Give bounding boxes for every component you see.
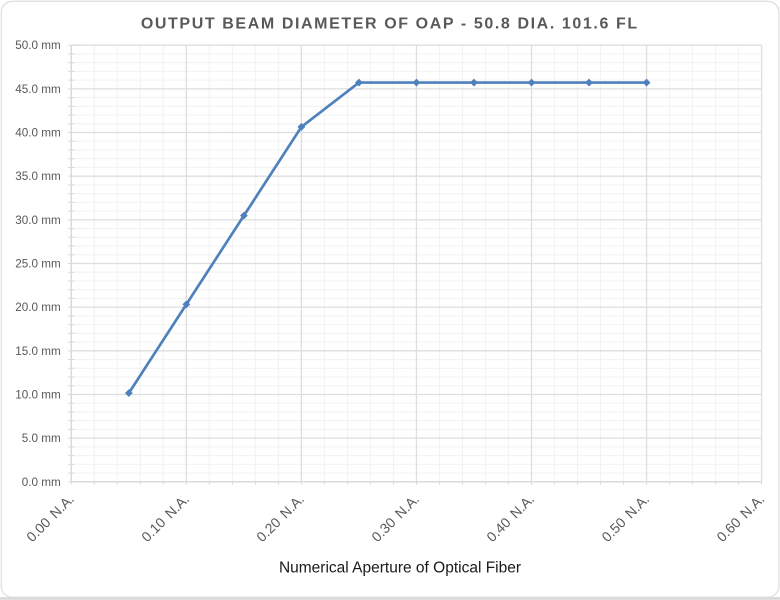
- svg-text:30.0 mm: 30.0 mm: [15, 214, 60, 227]
- svg-text:OUTPUT BEAM DIAMETER OF OAP -: OUTPUT BEAM DIAMETER OF OAP - 50.8 DIA. …: [141, 15, 639, 32]
- svg-text:25.0 mm: 25.0 mm: [15, 258, 60, 271]
- svg-text:40.0 mm: 40.0 mm: [15, 127, 60, 140]
- svg-text:5.0 mm: 5.0 mm: [22, 432, 61, 445]
- svg-text:0.0 mm: 0.0 mm: [22, 476, 61, 489]
- svg-text:20.0 mm: 20.0 mm: [15, 301, 60, 314]
- svg-text:35.0 mm: 35.0 mm: [15, 170, 60, 183]
- svg-text:Numerical Aperture of Optical: Numerical Aperture of Optical Fiber: [279, 559, 521, 576]
- svg-text:45.0 mm: 45.0 mm: [15, 83, 60, 96]
- svg-text:50.0 mm: 50.0 mm: [15, 39, 60, 52]
- svg-text:15.0 mm: 15.0 mm: [15, 345, 60, 358]
- svg-text:10.0 mm: 10.0 mm: [15, 388, 60, 401]
